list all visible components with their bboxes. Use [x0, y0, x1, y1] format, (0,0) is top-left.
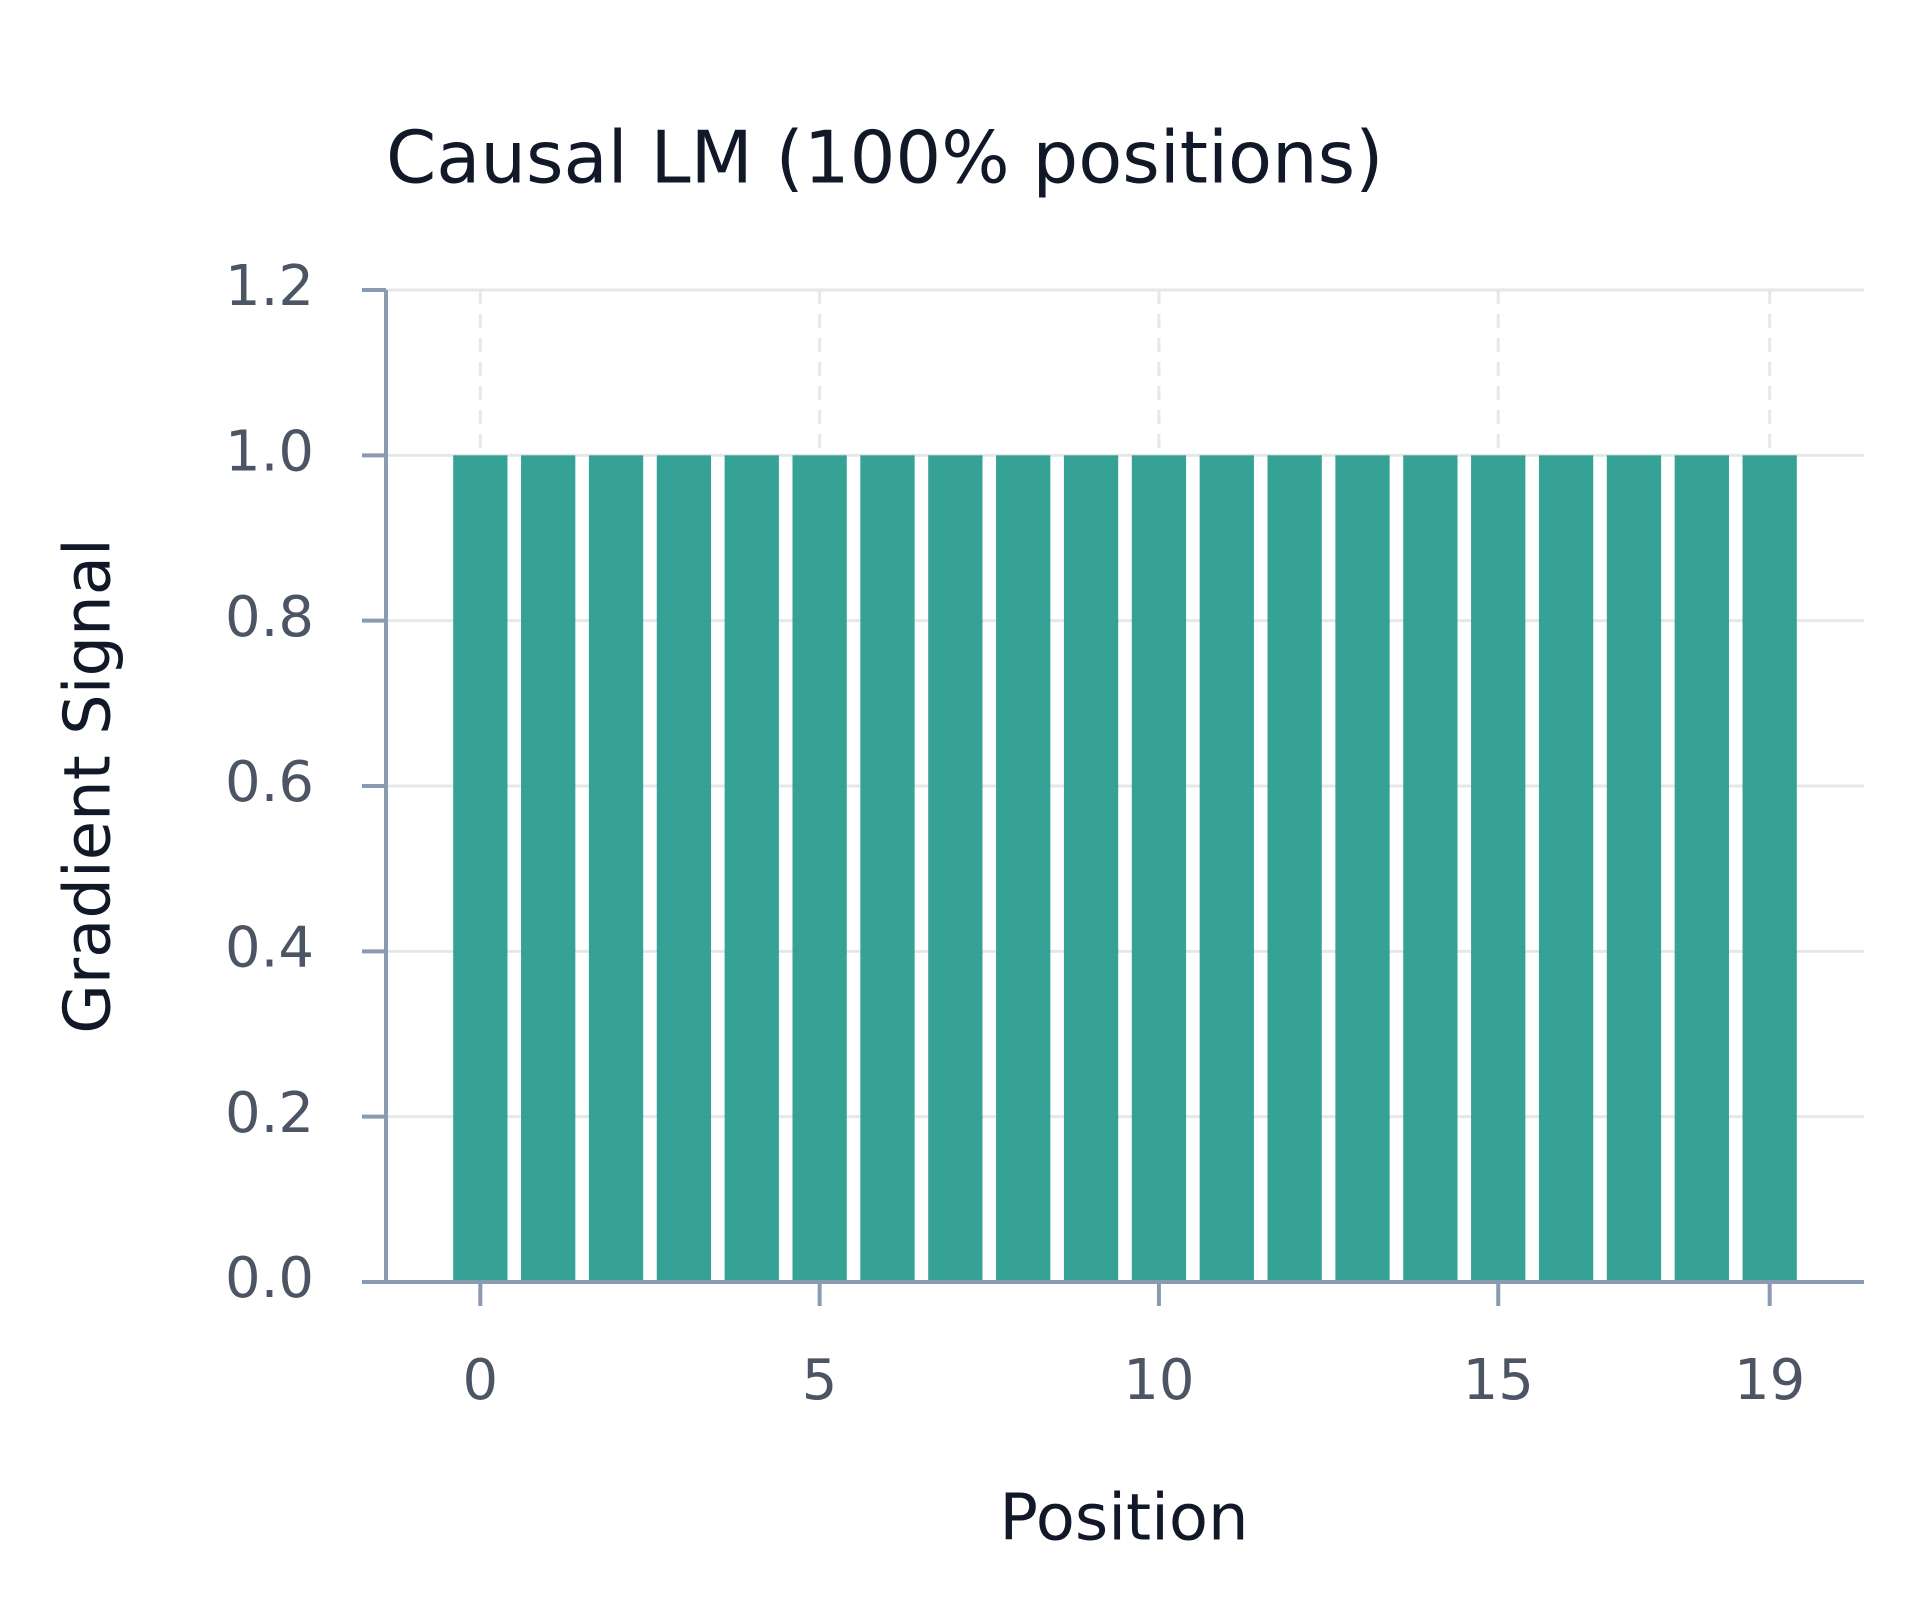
x-tick-label: 19 — [1734, 1348, 1805, 1413]
x-tick-label: 10 — [1123, 1348, 1194, 1413]
y-tick-label: 0.4 — [225, 915, 314, 980]
y-tick-label: 0.6 — [225, 750, 314, 815]
x-tick-label: 5 — [802, 1348, 838, 1413]
bar — [1742, 455, 1797, 1282]
bar — [1199, 455, 1254, 1282]
x-tick-label: 0 — [463, 1348, 499, 1413]
bar — [928, 455, 983, 1282]
bar — [1471, 455, 1526, 1282]
y-tick-label: 1.2 — [225, 254, 314, 319]
y-tick-label: 0.2 — [225, 1081, 314, 1146]
bar — [521, 455, 576, 1282]
y-tick-label: 0.8 — [225, 585, 314, 650]
bar — [1131, 455, 1187, 1282]
bar — [996, 455, 1051, 1282]
bar — [656, 455, 712, 1282]
chart-title: Causal LM (100% positions) — [386, 116, 1383, 200]
x-tick-label: 15 — [1463, 1348, 1534, 1413]
bar — [1403, 455, 1458, 1282]
bar — [724, 455, 779, 1282]
bar — [792, 455, 847, 1282]
bar — [1063, 455, 1119, 1282]
y-axis-label: Gradient Signal — [52, 538, 126, 1034]
y-tick-label: 1.0 — [225, 419, 314, 484]
bar — [1267, 455, 1322, 1282]
x-axis-label: Position — [999, 1482, 1248, 1556]
bar — [453, 455, 508, 1282]
bar — [1674, 455, 1729, 1282]
bar — [860, 455, 915, 1282]
y-tick-label: 0.0 — [225, 1246, 314, 1311]
bar — [1538, 455, 1594, 1282]
bar — [588, 455, 644, 1282]
bar — [1335, 455, 1390, 1282]
bar — [1606, 455, 1662, 1282]
